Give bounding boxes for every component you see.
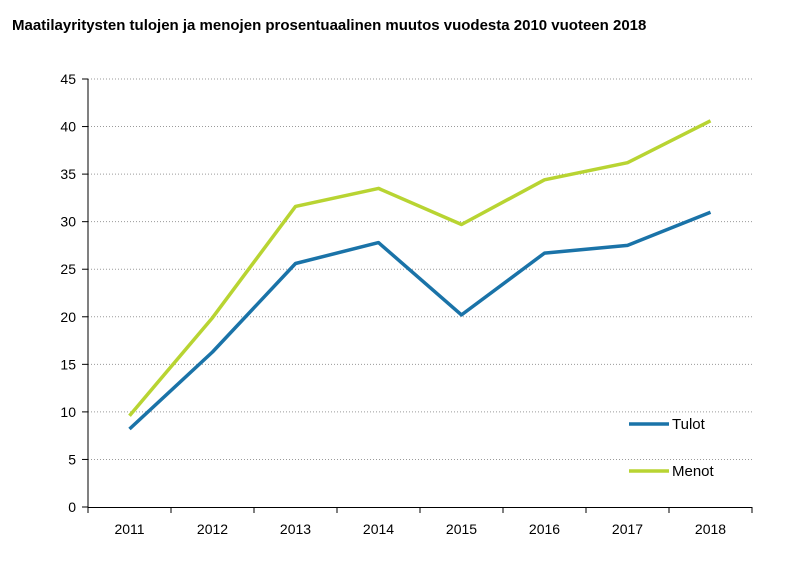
y-tick-label: 0	[68, 499, 76, 515]
legend-label-menot: Menot	[672, 463, 715, 480]
legend-label-tulot: Tulot	[672, 416, 706, 433]
series-line-tulot	[128, 210, 712, 431]
chart-title: Maatilayritysten tulojen ja menojen pros…	[12, 17, 647, 34]
x-tick-label: 2014	[363, 521, 394, 537]
x-tick-label: 2015	[446, 521, 477, 537]
x-tick-label: 2011	[114, 521, 144, 537]
legend: Tulot Menot	[629, 416, 715, 480]
x-tick-label: 2017	[612, 521, 643, 537]
y-tick-label: 10	[60, 404, 76, 420]
x-tick-label: 2012	[197, 521, 228, 537]
y-tick-label: 25	[60, 261, 76, 277]
x-tick-label: 2018	[695, 521, 726, 537]
y-tick-labels: 0 5 10 15 20 25 30 35 40 45	[60, 71, 76, 515]
y-tick-label: 40	[60, 119, 76, 135]
x-tick-labels: 2011 2012 2013 2014 2015 2016 2017 2018	[114, 521, 726, 537]
y-tick-label: 5	[68, 451, 76, 467]
y-tick-label: 45	[60, 71, 76, 87]
y-tick-label: 30	[60, 214, 76, 230]
y-tick-label: 20	[60, 309, 76, 325]
series-lines	[128, 119, 712, 431]
gridlines	[88, 78, 752, 460]
y-tick-label: 15	[60, 356, 76, 372]
axes	[82, 78, 753, 513]
series-line-menot	[128, 119, 712, 417]
y-tick-label: 35	[60, 166, 76, 182]
x-tick-label: 2016	[529, 521, 560, 537]
x-tick-label: 2013	[280, 521, 311, 537]
